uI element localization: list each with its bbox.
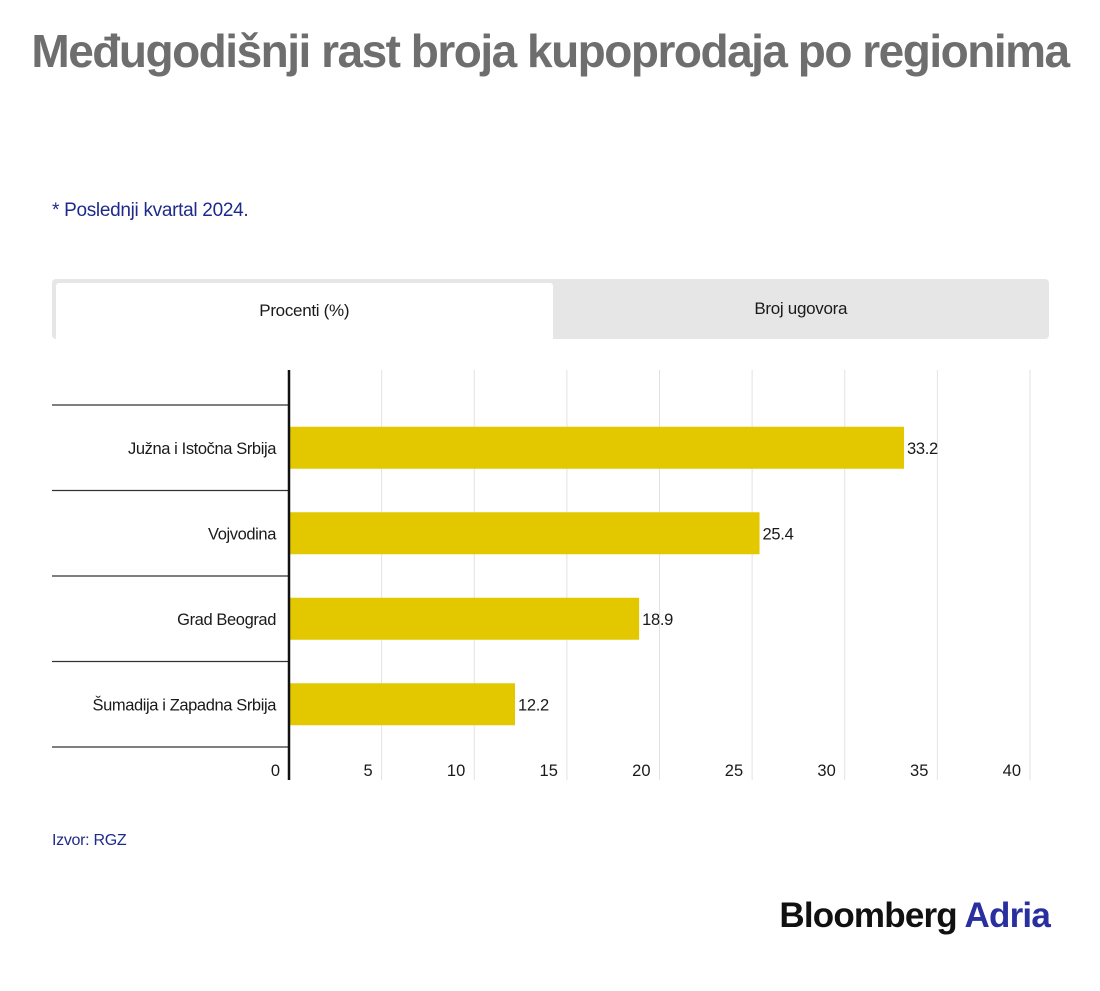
x-tick-label: 40 — [1003, 762, 1021, 780]
x-tick-label: 5 — [363, 762, 372, 780]
x-tick-label: 20 — [632, 762, 650, 780]
chart-subtitle: * Poslednji kvartal 2024. — [52, 200, 249, 221]
tab-percent[interactable]: Procenti (%) — [56, 283, 553, 339]
source-note: Izvor: RGZ — [52, 832, 127, 849]
data-label: 12.2 — [518, 696, 549, 714]
bar — [289, 597, 640, 640]
data-label: 25.4 — [763, 525, 794, 543]
x-tick-label: 30 — [817, 762, 835, 780]
chart-title: Međugodišnji rast broja kupoprodaja po r… — [31, 25, 1070, 77]
bar — [289, 683, 516, 726]
x-tick-label: 15 — [540, 762, 558, 780]
x-tick-label: 0 — [271, 762, 280, 780]
category-label: Južna i Istočna Srbija — [128, 440, 277, 458]
category-label: Šumadija i Zapadna Srbija — [92, 695, 277, 714]
category-label: Vojvodina — [208, 525, 277, 543]
bar — [289, 426, 905, 469]
data-label: 33.2 — [907, 440, 938, 458]
tab-bar: Procenti (%) Broj ugovora — [52, 279, 1049, 339]
logo-bloomberg: Bloomberg — [779, 896, 957, 935]
x-tick-label: 10 — [447, 762, 465, 780]
x-tick-label: 25 — [725, 762, 743, 780]
category-label: Grad Beograd — [177, 611, 276, 629]
bar-chart: Južna i Istočna Srbija 33.2 Vojvodina 25.4 G… — [52, 370, 1031, 780]
x-tick-label: 35 — [910, 762, 928, 780]
bloomberg-adria-logo: Bloomberg Adria — [779, 896, 1050, 936]
logo-adria: Adria — [964, 896, 1051, 935]
bar — [289, 512, 760, 555]
data-label: 18.9 — [642, 611, 673, 629]
tab-contract-count[interactable]: Broj ugovora — [754, 299, 848, 318]
